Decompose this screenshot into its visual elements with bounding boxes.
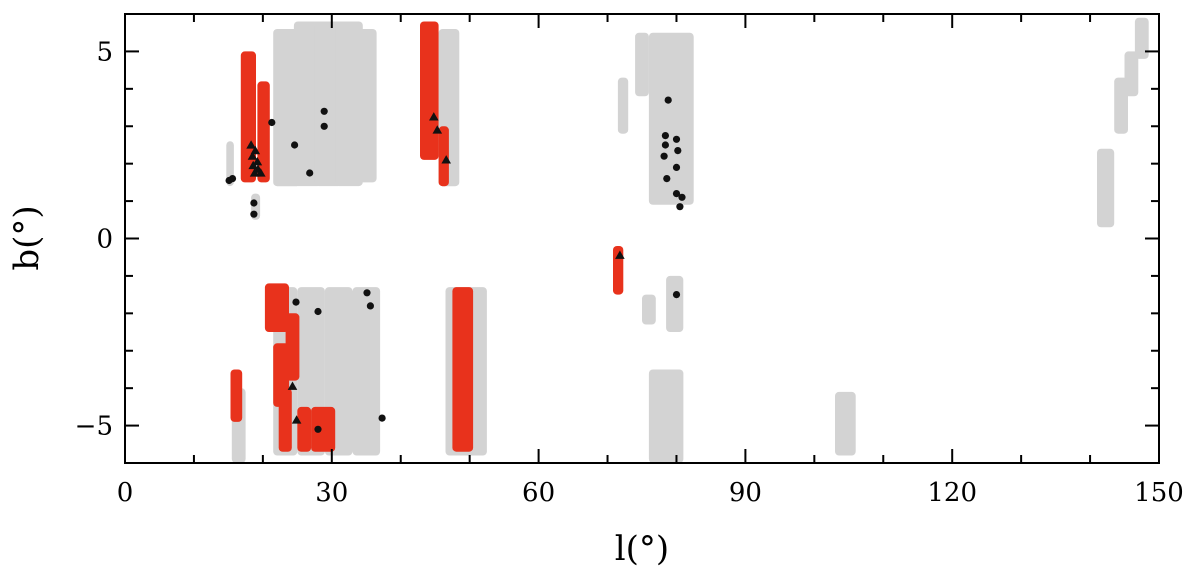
x-tick-label: 30 (315, 478, 348, 508)
circle-marker (320, 122, 328, 130)
red-coverage-region (240, 51, 256, 183)
x-tick-label: 150 (1134, 478, 1184, 508)
triangle-marker (249, 168, 260, 177)
gray-coverage-region (648, 32, 694, 205)
circle-marker (378, 414, 386, 422)
triangle-marker (287, 381, 298, 390)
y-tick-label: −5 (75, 412, 113, 442)
circle-marker (672, 190, 681, 198)
y-axis-label: b(°) (7, 205, 47, 270)
gray-coverage-region (355, 29, 377, 183)
gray-coverage-region (617, 77, 629, 134)
triangle-marker (441, 155, 451, 164)
circle-marker (314, 307, 322, 316)
triangle-marker (256, 168, 266, 177)
circle-marker (672, 163, 681, 171)
circle-marker (678, 193, 686, 201)
gray-coverage-region (226, 141, 234, 187)
triangle-marker (615, 250, 625, 259)
y-tick-label: 5 (96, 37, 113, 67)
x-tick-label: 0 (117, 478, 134, 508)
gray-coverage-region (1097, 148, 1115, 228)
triangle-marker (246, 140, 256, 149)
red-coverage-region (420, 21, 439, 160)
red-coverage-region (230, 369, 243, 422)
gray-coverage-region (642, 294, 656, 325)
x-tick-label: 120 (927, 478, 977, 508)
gray-coverage-region (835, 391, 856, 456)
triangle-marker (252, 157, 263, 166)
gray-coverage-region (666, 275, 684, 332)
circle-marker (250, 199, 258, 207)
triangle-marker (247, 151, 258, 160)
red-coverage-region (613, 246, 624, 295)
y-tick-label: 0 (96, 225, 113, 255)
circle-marker (660, 152, 668, 160)
coverage-regions (226, 17, 1149, 463)
gray-coverage-region (648, 369, 684, 463)
gray-coverage-region (635, 32, 649, 97)
red-coverage-region (285, 313, 300, 381)
red-coverage-region (311, 406, 336, 452)
circle-marker (676, 203, 684, 211)
triangle-marker (291, 415, 302, 424)
triangle-marker (248, 160, 258, 170)
circle-marker (306, 169, 314, 177)
circle-marker (228, 175, 237, 183)
red-coverage-region (438, 126, 449, 187)
circle-marker (663, 175, 671, 183)
red-coverage-region (264, 283, 289, 332)
source-markers (225, 96, 686, 433)
red-coverage-region (278, 388, 292, 452)
circle-marker (661, 132, 670, 140)
gray-coverage-region (352, 287, 381, 456)
gray-coverage-region (1124, 51, 1139, 97)
circle-marker (250, 210, 258, 218)
circle-marker (672, 135, 681, 143)
triangle-marker (429, 112, 439, 121)
circle-marker (292, 298, 300, 306)
circle-marker (314, 425, 322, 433)
circle-marker (672, 291, 681, 299)
red-coverage-region (257, 81, 270, 183)
circle-marker (268, 118, 276, 127)
triangle-marker (432, 125, 443, 134)
circle-marker (320, 107, 328, 115)
circle-marker (661, 141, 670, 149)
red-coverage-region (297, 406, 312, 452)
circle-marker (291, 141, 299, 149)
x-tick-label: 90 (729, 478, 762, 508)
circle-marker (366, 302, 374, 310)
gray-coverage-region (1134, 17, 1149, 59)
x-tick-label: 60 (522, 478, 555, 508)
axis-ticks: 0 30 60 90 120 150 −5 0 5 (75, 13, 1184, 508)
red-coverage-region (452, 287, 474, 452)
circle-marker (664, 96, 672, 104)
circle-marker (674, 147, 682, 155)
circle-marker (363, 289, 371, 297)
x-axis-label: l(°) (615, 529, 669, 569)
